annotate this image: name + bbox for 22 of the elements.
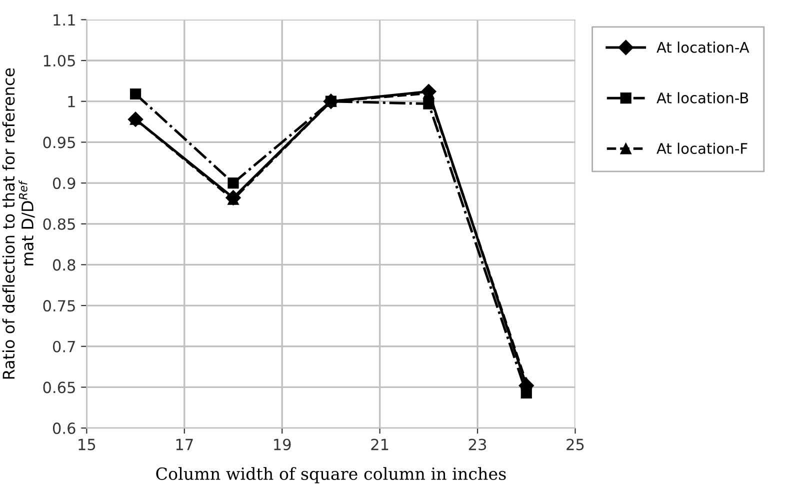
y-tick-label: 0.95	[43, 136, 75, 148]
y-tick-label: 1.1	[54, 14, 75, 26]
y-tick-label: 1.05	[44, 54, 75, 67]
y-tick-label: 0.85	[43, 218, 75, 230]
x-tick-label: 15	[78, 438, 96, 450]
x-tick-label: 21	[371, 438, 388, 450]
y-tick-label: 1	[68, 96, 75, 108]
y-tick-label: 0.6	[52, 422, 76, 434]
legend-label: At location-A	[656, 42, 750, 53]
y-tick-label: 0.9	[52, 177, 76, 190]
x-tick-label: 25	[566, 438, 584, 450]
y-tick-label: 0.65	[43, 382, 75, 394]
y-tick-label: 0.8	[52, 259, 76, 271]
legend-label: At location-B	[656, 92, 748, 104]
x-axis-title: Column width of square column in inches	[156, 467, 506, 484]
y-axis-title: Ratio of deflection to that for reference mat D/D$^{Ref}$	[2, 68, 35, 379]
x-tick-label: 23	[468, 438, 486, 450]
x-tick-label: 19	[274, 438, 291, 450]
y-tick-label: 0.7	[52, 340, 75, 352]
legend-label: At location-F	[656, 142, 748, 154]
x-tick-label: 17	[176, 438, 193, 450]
y-tick-label: 0.75	[43, 300, 75, 312]
